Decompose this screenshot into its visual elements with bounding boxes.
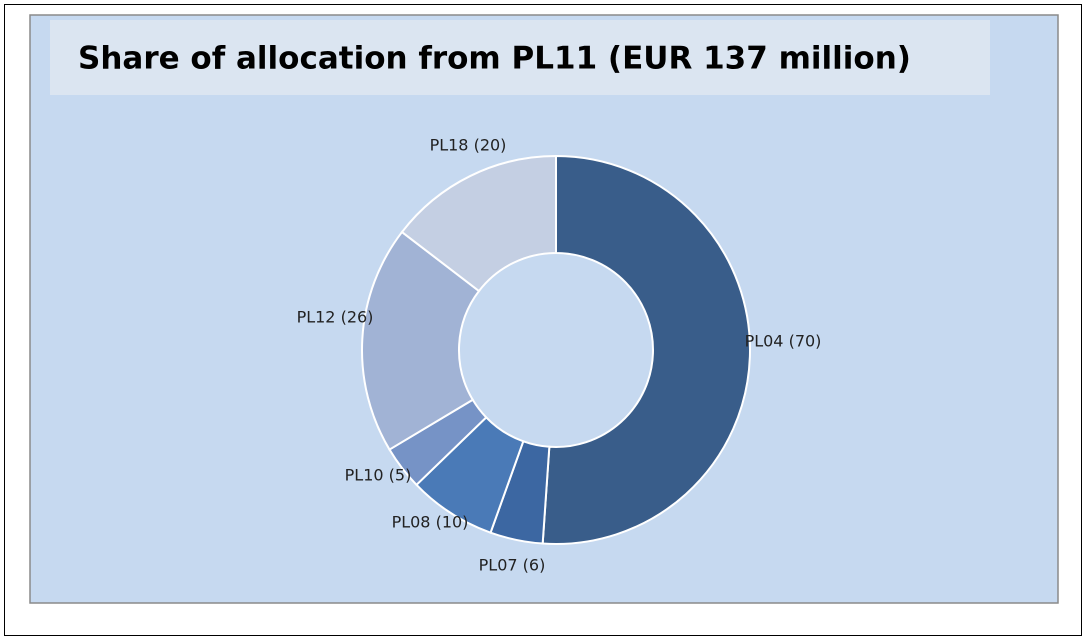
chart-title: Share of allocation from PL11 (EUR 137 m… [78, 41, 911, 77]
slice-label: PL12 (26) [297, 308, 374, 327]
slice-label: PL08 (10) [392, 513, 469, 532]
slice-label: PL18 (20) [430, 136, 507, 155]
slice-label: PL10 (5) [345, 466, 412, 485]
donut-slice [400, 154, 557, 293]
donut-slice [541, 154, 751, 545]
title-box [50, 20, 990, 95]
donut-slice [361, 230, 481, 451]
slice-label: PL07 (6) [479, 556, 546, 575]
slice-label: PL04 (70) [745, 332, 822, 351]
